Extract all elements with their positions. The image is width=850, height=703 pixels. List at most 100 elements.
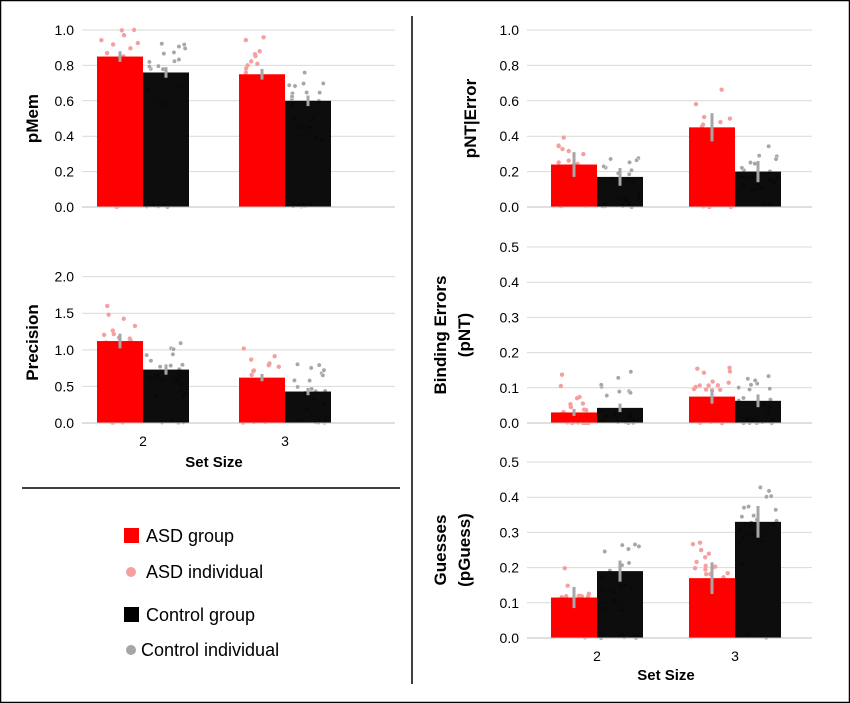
individual-dot (634, 157, 640, 163)
legend-control-group-swatch (124, 607, 139, 622)
individual-dot (148, 358, 154, 364)
individual-dot (568, 402, 573, 407)
x-axis-title: Set Size (185, 454, 243, 471)
individual-dot (243, 70, 249, 75)
individual-dot (717, 387, 723, 392)
y-tick-label: 0.5 (500, 454, 520, 470)
individual-dot (698, 547, 704, 553)
individual-dot (725, 570, 730, 576)
y-tick-label: 0.5 (55, 378, 75, 394)
individual-dot (739, 165, 745, 171)
individual-dot (564, 593, 569, 599)
individual-dot (321, 367, 327, 373)
chart-pnt_error: 0.0 0.2 0.4 0.6 0.8 1.0 pNT|Error (461, 22, 812, 215)
legend-asd-group-label: ASD group (146, 526, 234, 546)
individual-dot (602, 549, 608, 554)
individual-dot (706, 383, 711, 388)
individual-dot (308, 365, 314, 371)
individual-dot (157, 364, 163, 370)
individual-dot (693, 101, 699, 107)
individual-dot (578, 593, 584, 599)
y-tick-label: 0.0 (500, 630, 520, 646)
individual-dot (261, 35, 266, 40)
individual-dot (168, 363, 174, 369)
individual-dot (561, 135, 566, 140)
individual-dot (766, 373, 772, 379)
individual-dot (726, 380, 731, 385)
individual-dot (727, 369, 733, 374)
chart-pmem: 0.0 0.2 0.4 0.6 0.8 1.0 pMem (23, 22, 395, 215)
individual-dot (695, 366, 700, 371)
individual-dot (627, 159, 633, 165)
y-tick-label: 0.2 (500, 345, 520, 361)
individual-dot (248, 59, 254, 64)
individual-dot (559, 372, 565, 377)
legend-control-individual-marker (126, 645, 136, 655)
individual-dot (243, 37, 249, 43)
individual-dot (170, 351, 176, 357)
individual-dot (295, 361, 300, 367)
individual-dot (243, 66, 249, 71)
individual-dot (317, 90, 323, 96)
individual-dot (628, 369, 634, 375)
individual-dot (764, 494, 769, 500)
individual-dot (144, 352, 150, 358)
individual-dot (251, 368, 256, 374)
individual-dot (110, 42, 116, 47)
individual-dot (616, 389, 622, 395)
y-tick-label: 0.0 (55, 199, 75, 215)
y-tick-label: 0.2 (500, 164, 520, 180)
bar-control-3 (285, 100, 331, 207)
individual-dot (710, 379, 715, 384)
chart-binding_errors: 0.0 0.1 0.2 0.3 0.4 0.5 Binding Errors (pNT) (431, 239, 812, 431)
individual-dot (182, 45, 188, 51)
individual-dot (249, 372, 254, 378)
y-tick-label: 2.0 (55, 269, 75, 285)
individual-dot (745, 376, 751, 382)
individual-dot (556, 143, 561, 149)
bar-control-2 (597, 407, 643, 423)
y-axis-title: pMem (23, 94, 42, 143)
individual-dot (601, 163, 607, 169)
legend-asd-group-swatch (124, 528, 139, 543)
individual-dot (629, 167, 634, 173)
individual-dot (266, 362, 271, 368)
individual-dot (289, 94, 295, 99)
y-tick-label: 0.4 (500, 274, 520, 290)
individual-dot (632, 542, 638, 547)
individual-dot (99, 37, 104, 43)
y-tick-label: 0.5 (500, 239, 520, 255)
individual-dot (574, 395, 580, 401)
legend-control-individual-label: Control individual (141, 640, 279, 660)
individual-dot (739, 514, 745, 520)
individual-dot (146, 59, 152, 65)
individual-dot (619, 542, 625, 548)
y-tick-label: 1.0 (55, 342, 75, 358)
individual-dot (272, 354, 277, 359)
individual-dot (703, 563, 708, 569)
y-axis-title: pNT|Error (461, 78, 480, 158)
individual-dot (703, 387, 709, 392)
individual-dot (700, 122, 706, 127)
bar-control-2 (143, 72, 189, 207)
individual-dot (581, 151, 586, 157)
y-axis-title: Precision (23, 304, 42, 381)
individual-dot (604, 393, 610, 399)
y-tick-label: 0.0 (55, 415, 75, 431)
individual-dot (615, 375, 621, 381)
y-tick-label: 1.0 (500, 22, 520, 38)
individual-dot (320, 372, 326, 378)
individual-dot (160, 66, 166, 72)
individual-dot (105, 303, 110, 309)
individual-dot (295, 384, 301, 390)
individual-dot (580, 401, 586, 406)
individual-dot (727, 116, 733, 121)
individual-dot (773, 156, 779, 162)
individual-dot (757, 484, 763, 490)
individual-dot (304, 90, 310, 95)
individual-dot (558, 383, 564, 389)
individual-dot (694, 559, 699, 565)
individual-dot (176, 57, 182, 62)
individual-dot (701, 370, 707, 375)
